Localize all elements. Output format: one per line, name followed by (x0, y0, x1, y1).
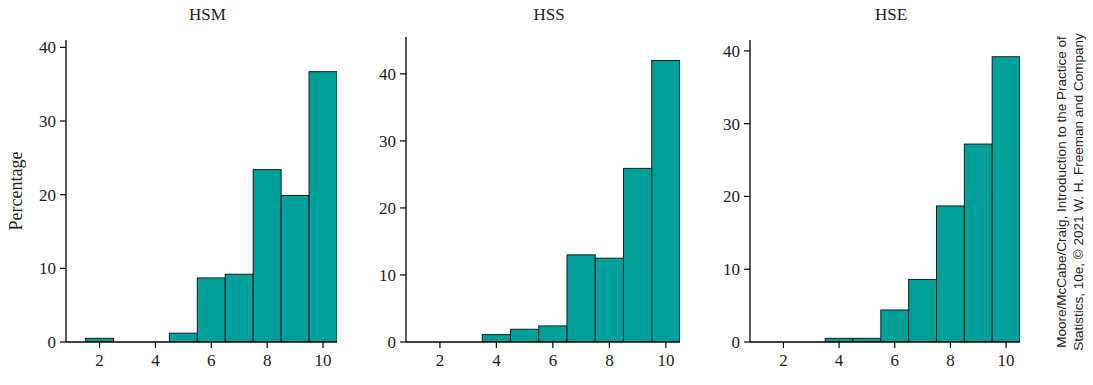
y-axis (65, 40, 66, 342)
y-tick-label: 0 (732, 333, 741, 352)
x-tick (496, 342, 497, 348)
x-tick-label: 6 (549, 351, 558, 370)
x-tick-label: 10 (657, 351, 674, 370)
x-tick-label: 8 (263, 351, 272, 370)
y-tick-label: 30 (39, 112, 56, 131)
histogram-bar (936, 206, 964, 342)
histogram-bar (281, 195, 309, 342)
histogram-bar (909, 279, 937, 342)
panel-title: HSM (189, 5, 226, 24)
x-axis (406, 341, 680, 342)
histogram-bar (539, 326, 567, 342)
x-tick-label: 2 (779, 351, 788, 370)
panel-title: HSE (875, 5, 907, 24)
histogram-bar (197, 278, 225, 342)
x-tick-label: 4 (492, 351, 501, 370)
panel: 0 10 20 30 40 2 4 6 8 10 HSS (379, 5, 680, 370)
x-tick (950, 342, 951, 348)
x-tick-label: 6 (207, 351, 216, 370)
bars (482, 60, 680, 342)
credit-line: Moore/McCabe/Craig, Introduction to the … (1054, 36, 1069, 348)
y-tick (400, 73, 406, 74)
histogram-bar (881, 310, 909, 342)
y-tick-label: 10 (39, 259, 56, 278)
y-tick (60, 47, 66, 48)
histogram-bar (309, 72, 337, 342)
x-tick-label: 2 (95, 351, 104, 370)
y-tick (400, 140, 406, 141)
bars (825, 57, 1020, 342)
x-tick (665, 342, 666, 348)
x-tick (838, 342, 839, 348)
x-tick-label: 4 (151, 351, 160, 370)
y-tick (400, 207, 406, 208)
x-tick (211, 342, 212, 348)
histogram-bar (992, 57, 1020, 342)
y-tick-label: 30 (723, 115, 740, 134)
y-tick (400, 274, 406, 275)
histogram-bar (482, 335, 510, 342)
y-tick (744, 269, 750, 270)
x-tick (1005, 342, 1006, 348)
bars (86, 72, 337, 342)
histogram-bar (169, 333, 197, 342)
x-tick-label: 8 (605, 351, 614, 370)
x-tick-label: 2 (436, 351, 445, 370)
x-tick-label: 6 (890, 351, 899, 370)
y-tick (60, 120, 66, 121)
histogram-bar (624, 168, 652, 342)
x-tick (439, 342, 440, 348)
y-tick (60, 268, 66, 269)
y-tick-label: 20 (723, 187, 740, 206)
y-axis (405, 37, 406, 342)
panel: 0 10 20 30 40 2 4 6 8 10 HSE (723, 5, 1020, 370)
y-axis-label: Percentage (6, 152, 26, 231)
y-tick-label: 10 (723, 260, 740, 279)
y-tick (60, 194, 66, 195)
figure: 010203040246810HSMPercentage010203040246… (0, 0, 1093, 385)
histogram-bar (595, 258, 623, 342)
credit-line: Statistics, 10e, © 2021 W. H. Freeman an… (1071, 33, 1086, 351)
x-tick-label: 10 (315, 351, 332, 370)
y-tick (744, 50, 750, 51)
x-axis (66, 341, 337, 342)
x-tick (894, 342, 895, 348)
y-tick-label: 20 (39, 186, 56, 205)
histogram-bar (511, 329, 539, 342)
y-tick-label: 10 (379, 266, 396, 285)
x-tick (267, 342, 268, 348)
y-tick-label: 20 (379, 199, 396, 218)
y-tick (744, 123, 750, 124)
x-tick-label: 4 (835, 351, 844, 370)
y-tick-label: 0 (48, 333, 57, 352)
histogram-bar (567, 255, 595, 342)
y-axis (749, 40, 750, 342)
panel: 0 10 20 30 40 2 4 6 8 10 HSM Percentage (6, 5, 337, 370)
x-tick-label: 8 (946, 351, 955, 370)
y-tick (400, 341, 406, 342)
y-tick-label: 0 (388, 333, 397, 352)
histogram-bar (652, 60, 680, 342)
y-tick-label: 40 (379, 65, 396, 84)
histogram-bar (225, 274, 253, 342)
y-tick-label: 40 (723, 42, 740, 61)
x-tick (155, 342, 156, 348)
x-tick (99, 342, 100, 348)
y-tick (744, 341, 750, 342)
y-tick (60, 341, 66, 342)
histogram-bar (964, 144, 992, 342)
y-tick-label: 40 (39, 38, 56, 57)
x-tick-label: 10 (998, 351, 1015, 370)
x-tick (609, 342, 610, 348)
x-axis (750, 341, 1020, 342)
y-tick-label: 30 (379, 132, 396, 151)
x-tick (322, 342, 323, 348)
histogram-bar (253, 170, 281, 342)
y-tick (744, 196, 750, 197)
x-tick (552, 342, 553, 348)
x-tick (783, 342, 784, 348)
panel-title: HSS (533, 5, 564, 24)
